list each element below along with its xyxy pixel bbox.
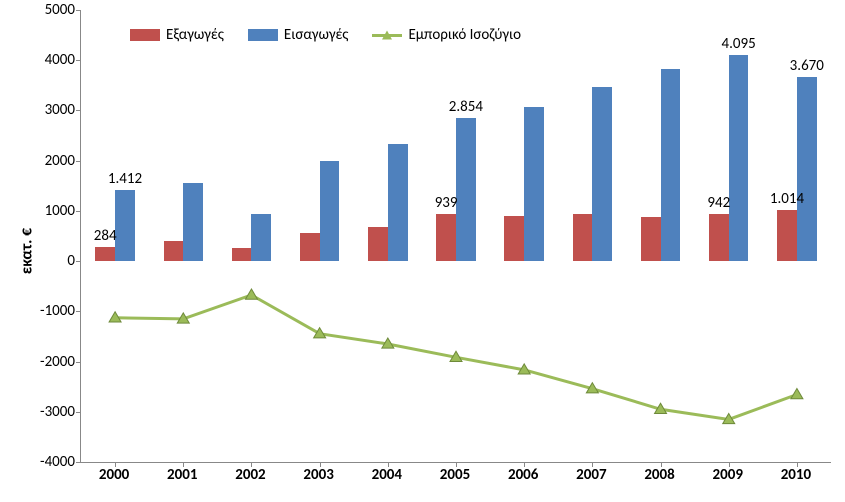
legend: Εξαγωγές Εισαγωγές Εμπορικό Ισοζύγιο [130, 26, 521, 44]
x-tick-label: 2006 [508, 466, 538, 484]
legend-item-exports: Εξαγωγές [130, 26, 224, 44]
y-tick-label: 4000 [45, 51, 81, 69]
legend-swatch-exports [130, 29, 160, 41]
triangle-marker-icon [382, 31, 392, 40]
y-axis-label: εκατ. € [18, 228, 37, 274]
legend-label-imports: Εισαγωγές [284, 26, 349, 44]
y-tick-label: 0 [67, 252, 81, 270]
chart-container: εκατ. € -4000-3000-2000-1000010002000300… [0, 0, 845, 502]
data-label: 939 [435, 194, 458, 212]
data-label: 942 [707, 194, 730, 212]
x-tick-label: 2004 [372, 466, 402, 484]
y-tick-label: -4000 [40, 453, 81, 471]
legend-label-balance: Εμπορικό Ισοζύγιο [408, 26, 521, 44]
legend-label-exports: Εξαγωγές [166, 26, 224, 44]
x-tick-label: 2007 [576, 466, 606, 484]
data-label: 2.854 [449, 98, 483, 116]
x-tick-label: 2005 [440, 466, 470, 484]
triangle-marker-icon [245, 289, 257, 299]
y-tick-label: -3000 [40, 403, 81, 421]
y-tick-label: 1000 [45, 202, 81, 220]
data-label: 1.014 [770, 190, 804, 208]
y-tick-label: 5000 [45, 1, 81, 19]
legend-swatch-imports [248, 29, 278, 41]
x-tick-label: 2009 [713, 466, 743, 484]
data-label: 1.412 [108, 170, 142, 188]
y-tick-label: 3000 [45, 101, 81, 119]
plot-area: -4000-3000-2000-100001000200030004000500… [80, 10, 831, 463]
x-tick-label: 2010 [781, 466, 811, 484]
legend-item-imports: Εισαγωγές [248, 26, 349, 44]
x-tick-label: 2008 [644, 466, 674, 484]
x-tick-label: 2003 [303, 466, 333, 484]
data-label: 284 [94, 227, 117, 245]
triangle-marker-icon [791, 389, 803, 399]
legend-swatch-balance [372, 34, 402, 37]
x-tick-label: 2002 [235, 466, 265, 484]
x-axis-labels: 2000 2001 2002 2003 2004 2005 2006 2007 2008 2009… [80, 466, 830, 496]
y-tick-label: -1000 [40, 302, 81, 320]
y-tick-label: 2000 [45, 152, 81, 170]
y-tick-label: -2000 [40, 353, 81, 371]
line-overlay [81, 10, 831, 462]
data-label: 4.095 [722, 35, 756, 53]
data-label: 3.670 [790, 57, 824, 75]
legend-item-balance: Εμπορικό Ισοζύγιο [372, 26, 521, 44]
x-tick-label: 2000 [99, 466, 129, 484]
x-tick-label: 2001 [167, 466, 197, 484]
